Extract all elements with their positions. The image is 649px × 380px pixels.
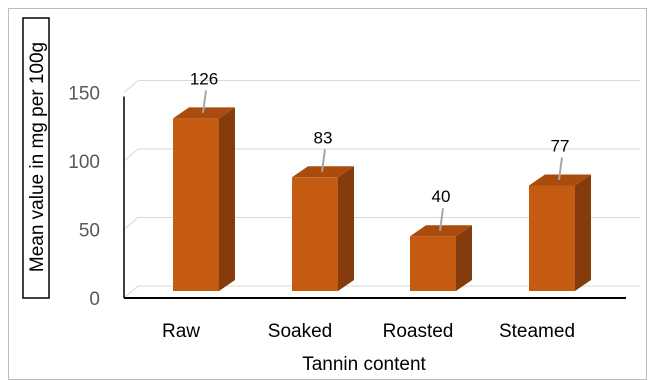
x-axis-title: Tannin content xyxy=(302,354,426,373)
y-tick-label: 50 xyxy=(79,221,100,242)
gridline-diagonal xyxy=(123,217,139,230)
bar-raw xyxy=(173,118,219,291)
gridline-diagonal xyxy=(123,80,139,93)
data-label-leader-line xyxy=(558,157,563,181)
gridline-diagonal xyxy=(123,148,139,162)
data-label: 126 xyxy=(190,69,218,88)
y-axis-title: Mean value in mg per 100g xyxy=(27,42,48,272)
bar-steamed xyxy=(529,185,575,291)
bar-side-raw xyxy=(219,107,235,291)
gridline-diagonal xyxy=(123,285,139,299)
data-labels: 126 83 40 77 xyxy=(190,69,570,231)
y-tick-label: 100 xyxy=(68,152,100,173)
data-label: 77 xyxy=(551,137,570,156)
data-label: 83 xyxy=(314,128,333,147)
x-axis-category-labels: Raw Soaked Roasted Steamed xyxy=(162,321,575,342)
bar-side-steamed xyxy=(575,174,591,291)
data-label-leader-line xyxy=(321,149,326,172)
bar-side-soaked xyxy=(338,166,354,291)
x-category-label: Soaked xyxy=(268,321,332,342)
bar-side-roasted xyxy=(456,225,472,291)
x-category-label: Steamed xyxy=(499,321,575,342)
x-category-label: Roasted xyxy=(383,321,454,342)
y-tick-label: 0 xyxy=(89,289,100,310)
bars xyxy=(173,107,591,291)
bar-roasted xyxy=(410,236,456,291)
y-axis-tick-labels: 0 50 100 150 xyxy=(68,84,100,311)
axes xyxy=(123,96,626,299)
bar-soaked xyxy=(292,177,338,291)
data-label: 40 xyxy=(432,187,451,206)
data-label-leader-line xyxy=(202,90,207,114)
y-axis-title-box xyxy=(22,17,50,299)
y-tick-label: 150 xyxy=(68,84,100,105)
x-category-label: Raw xyxy=(162,321,200,342)
data-label-leader-line xyxy=(439,208,444,231)
